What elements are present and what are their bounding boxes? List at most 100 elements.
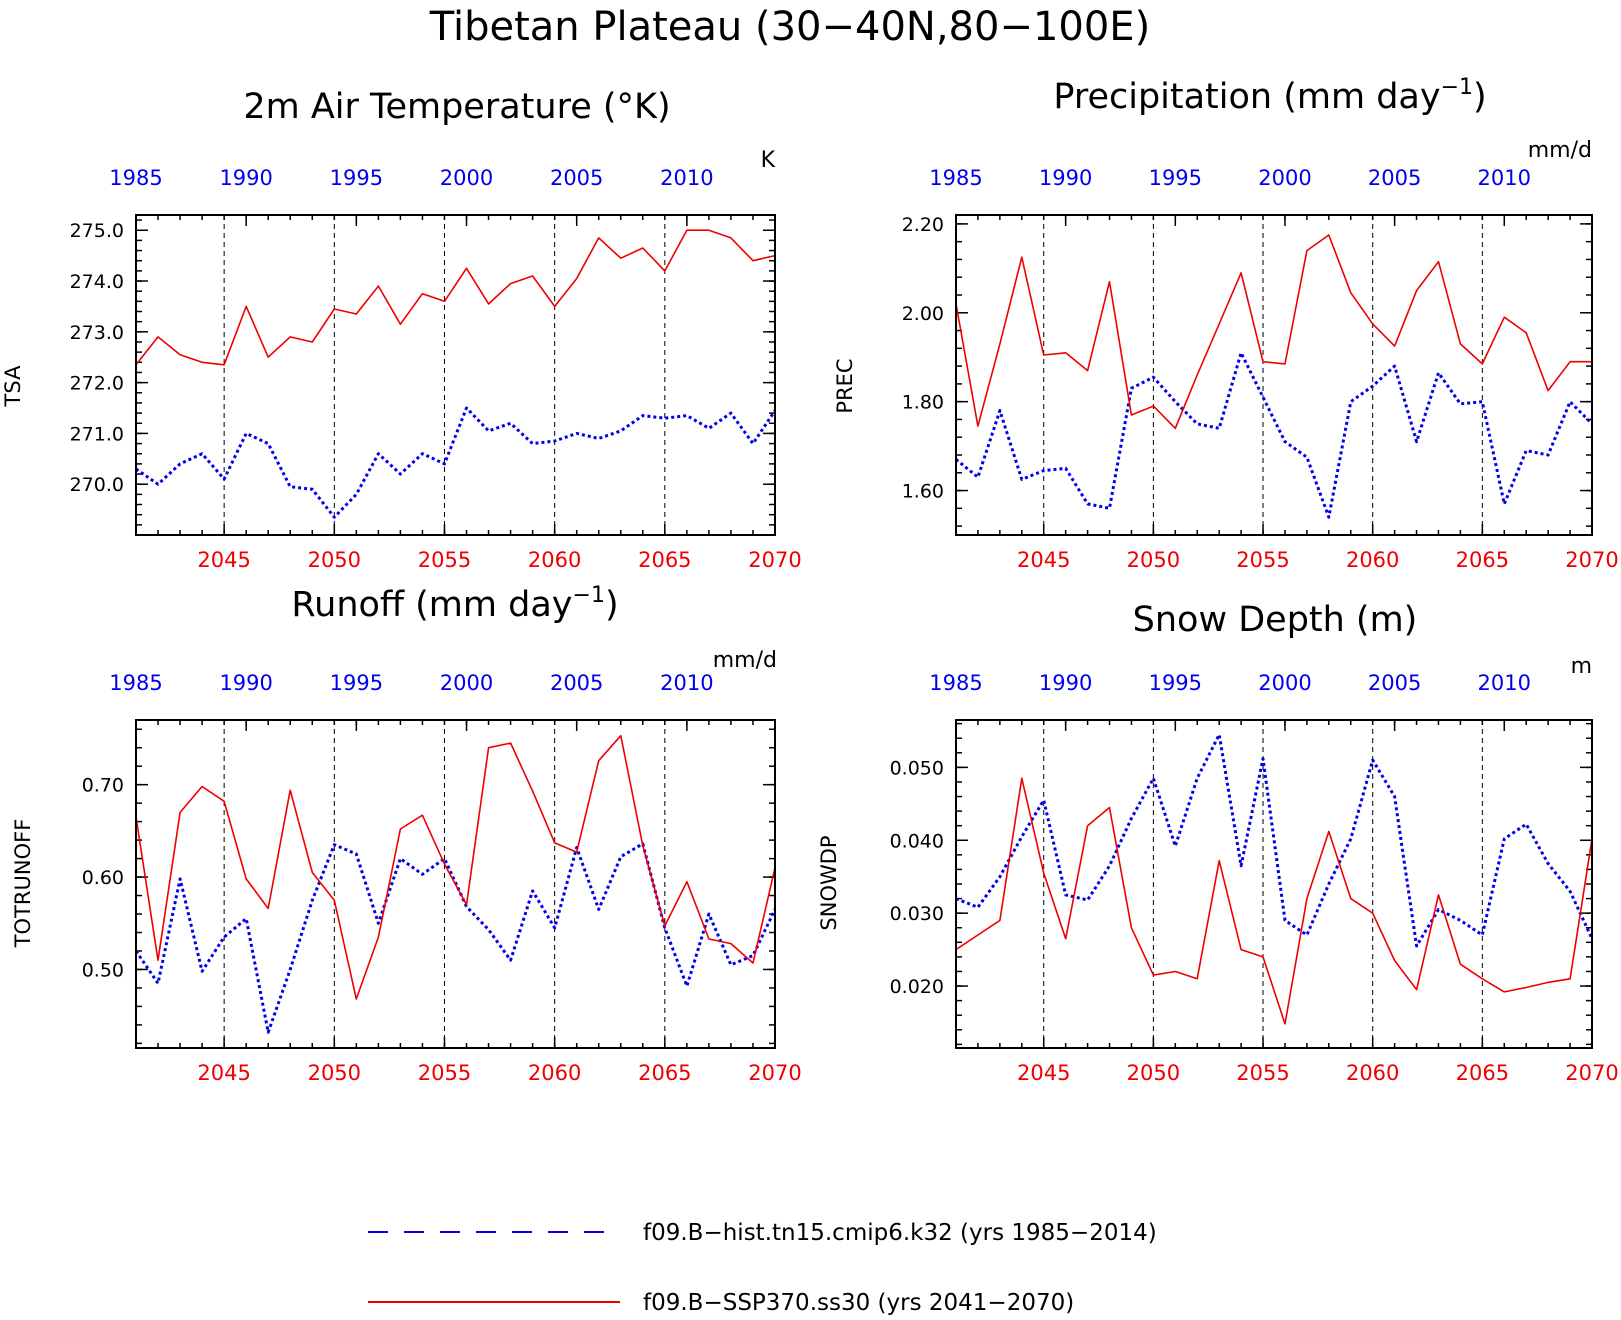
panel-snow-depth: Snow Depth (m) m SNOWDP 2045 2050 2055 2060… bbox=[817, 600, 1619, 1085]
x-tick-label-bottom: 2045 bbox=[197, 548, 250, 572]
panel-title-superscript: −1 bbox=[1441, 75, 1473, 100]
x-tick-label-top: 2000 bbox=[440, 671, 493, 695]
x-tick-label-top: 1985 bbox=[109, 671, 162, 695]
x-tick-label-top: 2000 bbox=[1258, 671, 1311, 695]
x-tick-label-bottom: 2070 bbox=[748, 548, 801, 572]
series-line-hist bbox=[956, 733, 1592, 948]
x-tick-label-top: 1995 bbox=[1149, 166, 1202, 190]
y-tick-label: 2.00 bbox=[902, 303, 944, 325]
x-tick-label-bottom: 2055 bbox=[418, 1061, 471, 1085]
x-tick-label-bottom: 2050 bbox=[308, 548, 361, 572]
x-tick-label-bottom: 2060 bbox=[528, 548, 581, 572]
y-tick-label: 0.040 bbox=[890, 830, 944, 852]
x-tick-label-top: 2010 bbox=[660, 166, 713, 190]
x-tick-label-top: 2000 bbox=[1258, 166, 1311, 190]
x-tick-label-top: 1995 bbox=[330, 671, 383, 695]
y-tick-label: 2.20 bbox=[902, 214, 944, 236]
x-tick-label-bottom: 2050 bbox=[1127, 1061, 1180, 1085]
x-tick-label-bottom: 2045 bbox=[1017, 548, 1070, 572]
y-tick-label: 274.0 bbox=[70, 271, 124, 293]
panel-title-end: ) bbox=[605, 585, 619, 625]
y-tick-label: 0.050 bbox=[890, 757, 944, 779]
x-tick-label-bottom: 2070 bbox=[748, 1061, 801, 1085]
series-line-hist bbox=[956, 351, 1592, 519]
series-line-future bbox=[956, 777, 1592, 1025]
x-tick-label-bottom: 2055 bbox=[418, 548, 471, 572]
x-tick-label-top: 2005 bbox=[1368, 166, 1421, 190]
panel-runoff: Runoff (mm day−1) mm/d TOTRUNOFF 2045 205… bbox=[11, 583, 802, 1085]
x-tick-label-top: 2005 bbox=[1368, 671, 1421, 695]
panel-air-temperature: 2m Air Temperature (°K) K TSA 2045 2050 20… bbox=[1, 87, 802, 572]
panel-title-superscript: −1 bbox=[573, 583, 605, 608]
x-tick-label-top: 2010 bbox=[1478, 166, 1531, 190]
y-tick-label: 1.60 bbox=[902, 481, 944, 503]
series-line-hist bbox=[136, 842, 775, 1034]
plot-frame bbox=[955, 214, 1593, 536]
units-label: K bbox=[761, 148, 776, 173]
units-label: mm/d bbox=[1528, 138, 1592, 163]
x-tick-label-bottom: 2065 bbox=[1456, 548, 1509, 572]
x-tick-label-bottom: 2055 bbox=[1236, 1061, 1289, 1085]
panel-title: Runoff (mm day−1) bbox=[291, 583, 618, 625]
y-tick-label: 0.030 bbox=[890, 903, 944, 925]
panel-title-text: Runoff (mm day bbox=[291, 585, 572, 625]
x-tick-label-top: 1985 bbox=[109, 166, 162, 190]
x-tick-label-top: 2005 bbox=[550, 166, 603, 190]
y-tick-label: 272.0 bbox=[70, 373, 124, 395]
y-axis-label: TSA bbox=[1, 365, 25, 408]
panel-title: Precipitation (mm day−1) bbox=[1053, 75, 1486, 117]
y-tick-label: 0.50 bbox=[82, 959, 124, 981]
x-tick-label-bottom: 2065 bbox=[638, 548, 691, 572]
x-tick-label-bottom: 2065 bbox=[1456, 1061, 1509, 1085]
y-axis-label: PREC bbox=[833, 358, 857, 413]
x-tick-label-bottom: 2045 bbox=[197, 1061, 250, 1085]
x-tick-label-bottom: 2070 bbox=[1565, 548, 1618, 572]
y-tick-label: 270.0 bbox=[70, 474, 124, 496]
y-tick-label: 273.0 bbox=[70, 322, 124, 344]
legend-label-hist: f09.B−hist.tn15.cmip6.k32 (yrs 1985−2014… bbox=[643, 1220, 1157, 1246]
x-tick-label-top: 1990 bbox=[1039, 166, 1092, 190]
x-tick-label-top: 2005 bbox=[550, 671, 603, 695]
plot-frame bbox=[135, 719, 776, 1049]
x-tick-label-top: 1985 bbox=[929, 671, 982, 695]
x-tick-label-top: 1990 bbox=[1039, 671, 1092, 695]
x-tick-label-top: 1990 bbox=[219, 166, 272, 190]
panel-title: 2m Air Temperature (°K) bbox=[243, 87, 670, 127]
x-tick-label-bottom: 2045 bbox=[1017, 1061, 1070, 1085]
figure-title: Tibetan Plateau (30−40N,80−100E) bbox=[429, 4, 1150, 50]
y-tick-label: 275.0 bbox=[70, 220, 124, 242]
x-tick-label-bottom: 2050 bbox=[1127, 548, 1180, 572]
x-tick-label-bottom: 2050 bbox=[308, 1061, 361, 1085]
panel-precipitation: Precipitation (mm day−1) mm/d PREC 2045 2… bbox=[833, 75, 1619, 572]
series-line-hist bbox=[136, 406, 775, 519]
x-tick-label-top: 1995 bbox=[330, 166, 383, 190]
panel-title-text: Precipitation (mm day bbox=[1053, 77, 1440, 117]
units-label: mm/d bbox=[713, 648, 777, 673]
x-tick-label-bottom: 2060 bbox=[528, 1061, 581, 1085]
x-tick-label-bottom: 2065 bbox=[638, 1061, 691, 1085]
legend-label-future: f09.B−SSP370.ss30 (yrs 2041−2070) bbox=[643, 1290, 1074, 1316]
x-tick-label-top: 2010 bbox=[1478, 671, 1531, 695]
y-tick-label: 1.80 bbox=[902, 392, 944, 414]
plot-frame bbox=[135, 214, 776, 536]
y-tick-label: 0.70 bbox=[82, 775, 124, 797]
x-tick-label-top: 2000 bbox=[440, 166, 493, 190]
series-line-future bbox=[956, 234, 1592, 430]
panel-title: Snow Depth (m) bbox=[1133, 600, 1418, 640]
x-tick-label-bottom: 2060 bbox=[1346, 548, 1399, 572]
x-tick-label-bottom: 2060 bbox=[1346, 1061, 1399, 1085]
x-tick-label-bottom: 2070 bbox=[1565, 1061, 1618, 1085]
plot-frame bbox=[955, 719, 1593, 1049]
y-tick-label: 271.0 bbox=[70, 423, 124, 445]
x-tick-label-top: 1995 bbox=[1149, 671, 1202, 695]
y-tick-label: 0.60 bbox=[82, 867, 124, 889]
x-tick-label-top: 1985 bbox=[929, 166, 982, 190]
units-label: m bbox=[1571, 654, 1592, 679]
series-line-future bbox=[136, 734, 775, 1000]
x-tick-label-bottom: 2055 bbox=[1236, 548, 1289, 572]
x-tick-label-top: 2010 bbox=[660, 671, 713, 695]
x-tick-label-top: 1990 bbox=[219, 671, 272, 695]
y-tick-label: 0.020 bbox=[890, 976, 944, 998]
legend: f09.B−hist.tn15.cmip6.k32 (yrs 1985−2014… bbox=[368, 1220, 1157, 1316]
